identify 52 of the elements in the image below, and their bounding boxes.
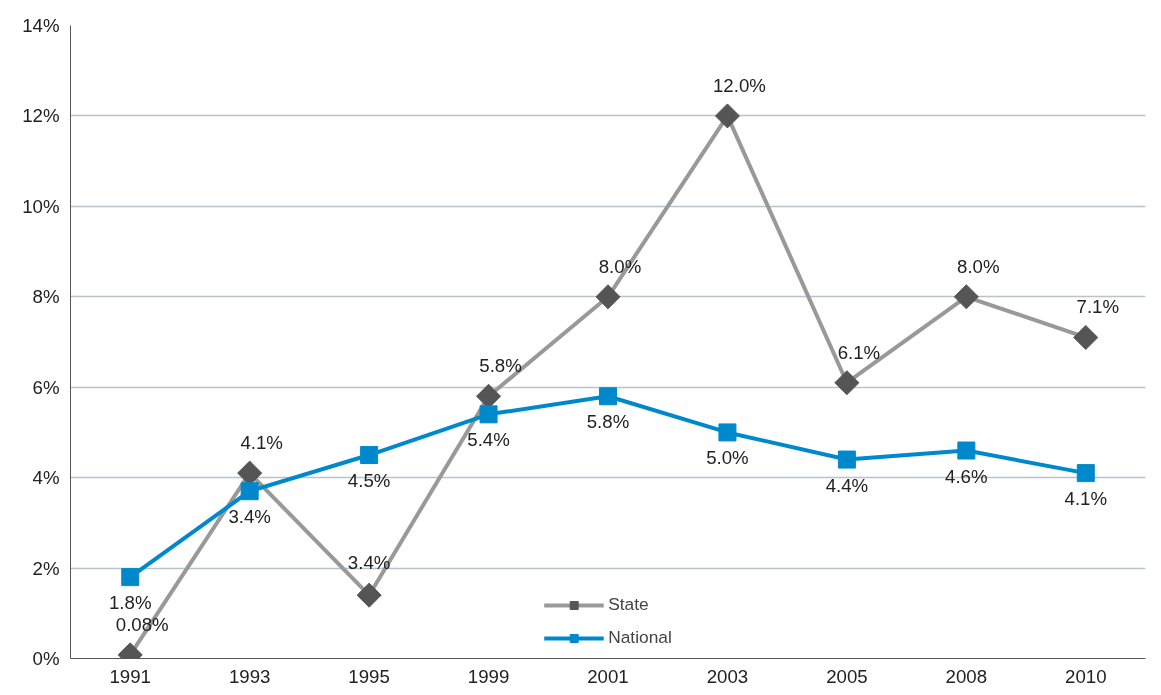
y-tick-label: 0% (32, 648, 60, 669)
data-label: 5.0% (706, 447, 749, 469)
data-label: 4.6% (945, 465, 988, 487)
x-tick-label: 1995 (348, 665, 390, 687)
x-tick-label: 1999 (467, 665, 510, 687)
data-label: 6.1% (837, 341, 881, 363)
data-label: 8.0% (598, 255, 642, 277)
data-label: 4.4% (825, 474, 869, 496)
point (595, 284, 621, 310)
point (121, 568, 140, 587)
y-tick-label: 14% (22, 15, 60, 36)
data-label: 5.4% (467, 429, 510, 451)
y-tick-label: 4% (32, 467, 60, 489)
y-tick-label: 6% (32, 376, 60, 398)
point (953, 284, 979, 310)
data-label: 4.1% (240, 432, 283, 454)
y-tick-label: 2% (32, 557, 60, 579)
point (837, 450, 856, 469)
data-label: 4.5% (347, 470, 391, 492)
data-label: 1.8% (108, 592, 152, 614)
point (718, 423, 737, 442)
annotation: 3.4% (347, 552, 391, 574)
x-tick-label: 2010 (1065, 665, 1107, 687)
y-tick-label: 8% (32, 286, 60, 308)
point (1073, 324, 1099, 350)
data-label: 8.0% (957, 255, 1000, 277)
x-tick-label: 1993 (228, 665, 271, 687)
data-label: 7.1% (1076, 296, 1120, 318)
x-tick-label: 2003 (706, 665, 749, 687)
legend-label: State (608, 594, 649, 615)
point (479, 405, 498, 424)
x-tick-label: 2008 (945, 665, 988, 687)
point (714, 103, 740, 129)
point (356, 582, 382, 608)
data-label: 5.8% (479, 355, 522, 377)
data-label: 12.0% (713, 74, 766, 96)
point (599, 387, 617, 406)
point (360, 446, 379, 465)
data-label: 0.08% (115, 613, 169, 635)
x-tick-label: 1991 (109, 665, 151, 687)
point (957, 441, 976, 460)
annotation: 3.4% (228, 506, 271, 528)
x-tick-label: 2005 (826, 665, 868, 687)
data-label: 4.1% (1064, 488, 1108, 510)
point (1076, 464, 1095, 483)
data-label: 5.8% (586, 411, 630, 433)
y-tick-label: 12% (22, 105, 60, 127)
legend-label: National (608, 627, 672, 648)
x-tick-label: 2001 (587, 665, 629, 687)
point (834, 370, 860, 396)
y-tick-label: 10% (22, 195, 60, 217)
point (240, 482, 259, 501)
